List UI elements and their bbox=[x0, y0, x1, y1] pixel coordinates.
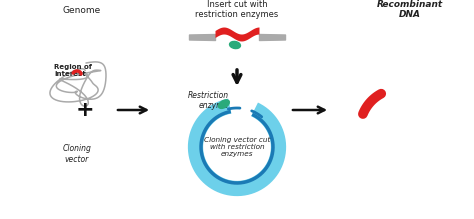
Text: Cloning vector cut
with restriction
enzymes: Cloning vector cut with restriction enzy… bbox=[204, 137, 270, 157]
Text: Recombinant
DNA: Recombinant DNA bbox=[377, 0, 443, 19]
Text: +: + bbox=[76, 100, 94, 120]
Text: Restriction
enzyme: Restriction enzyme bbox=[188, 91, 229, 110]
Text: Insert cut with
restriction enzymes: Insert cut with restriction enzymes bbox=[195, 0, 279, 19]
Ellipse shape bbox=[219, 100, 229, 108]
Text: Genome: Genome bbox=[63, 6, 101, 15]
Ellipse shape bbox=[229, 41, 240, 49]
Text: Region of
interest: Region of interest bbox=[54, 65, 92, 78]
Text: Cloning
vector: Cloning vector bbox=[63, 144, 91, 164]
